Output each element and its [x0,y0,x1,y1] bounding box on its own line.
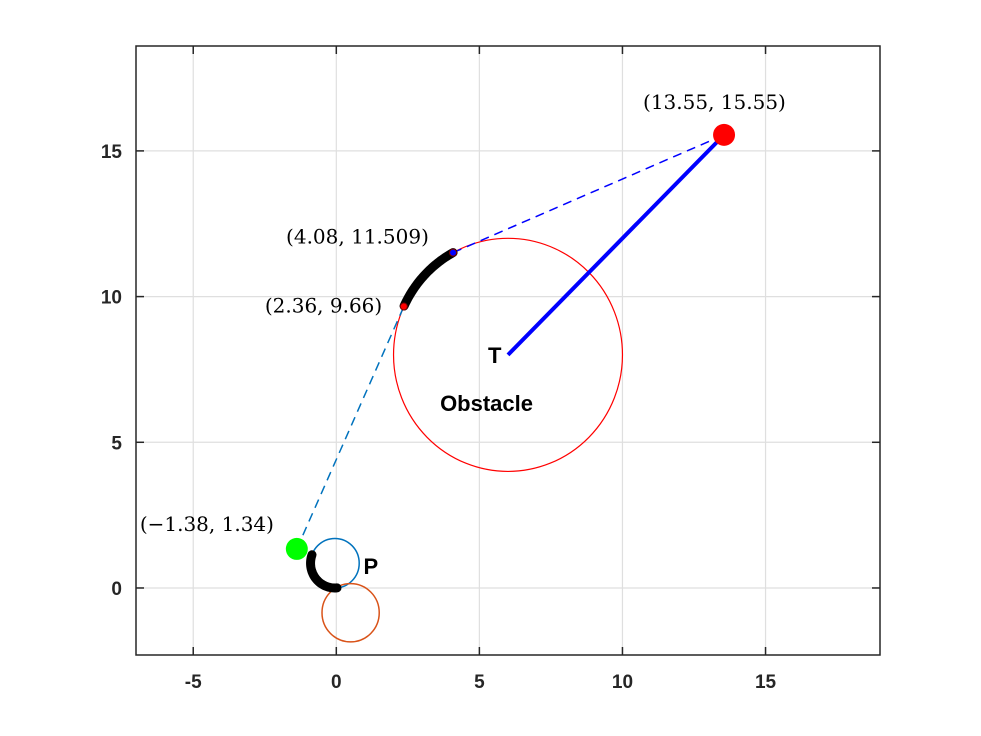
y-tick-label: 15 [101,142,123,163]
x-tick-label: 15 [755,672,777,693]
waypoint-marker [399,302,408,311]
grid-lines [136,46,880,655]
y-tick-label: 5 [111,433,122,454]
obstacle-circle [392,237,624,473]
path-arc [306,550,342,593]
path-arc [399,248,458,311]
y-tick-label: 0 [111,579,122,600]
waypoint-marker [713,123,736,146]
point-coordinate-label: (13.55, 15.55) [643,90,786,114]
annotation-text: Obstacle [440,391,533,416]
tangent-dashed-line [452,134,725,254]
waypoint-marker [285,537,308,560]
plot-content [285,123,736,643]
axis-ticks: -5 0 5 10 15 0 5 10 15 [101,46,880,693]
x-tick-label: 0 [331,672,342,693]
point-coordinate-label: (2.36, 9.66) [265,294,382,318]
annotation-text: P [363,554,378,579]
point-coordinate-label: (−1.38, 1.34) [140,512,274,536]
point-coordinate-label: (4.08, 11.509) [286,225,429,249]
target-direction-line [506,133,726,357]
y-tick-label: 10 [101,288,122,309]
x-tick-label: 5 [474,672,485,693]
annotation-text: T [488,343,502,368]
waypoint-marker [449,248,458,257]
annotation-labels: (13.55, 15.55) (4.08, 11.509) (2.36, 9.66)… [140,90,786,579]
axes-background [136,46,880,655]
turning-circle [321,582,380,643]
x-tick-label: 10 [612,672,633,693]
axes-box [135,45,881,656]
x-tick-label: -5 [185,672,202,693]
